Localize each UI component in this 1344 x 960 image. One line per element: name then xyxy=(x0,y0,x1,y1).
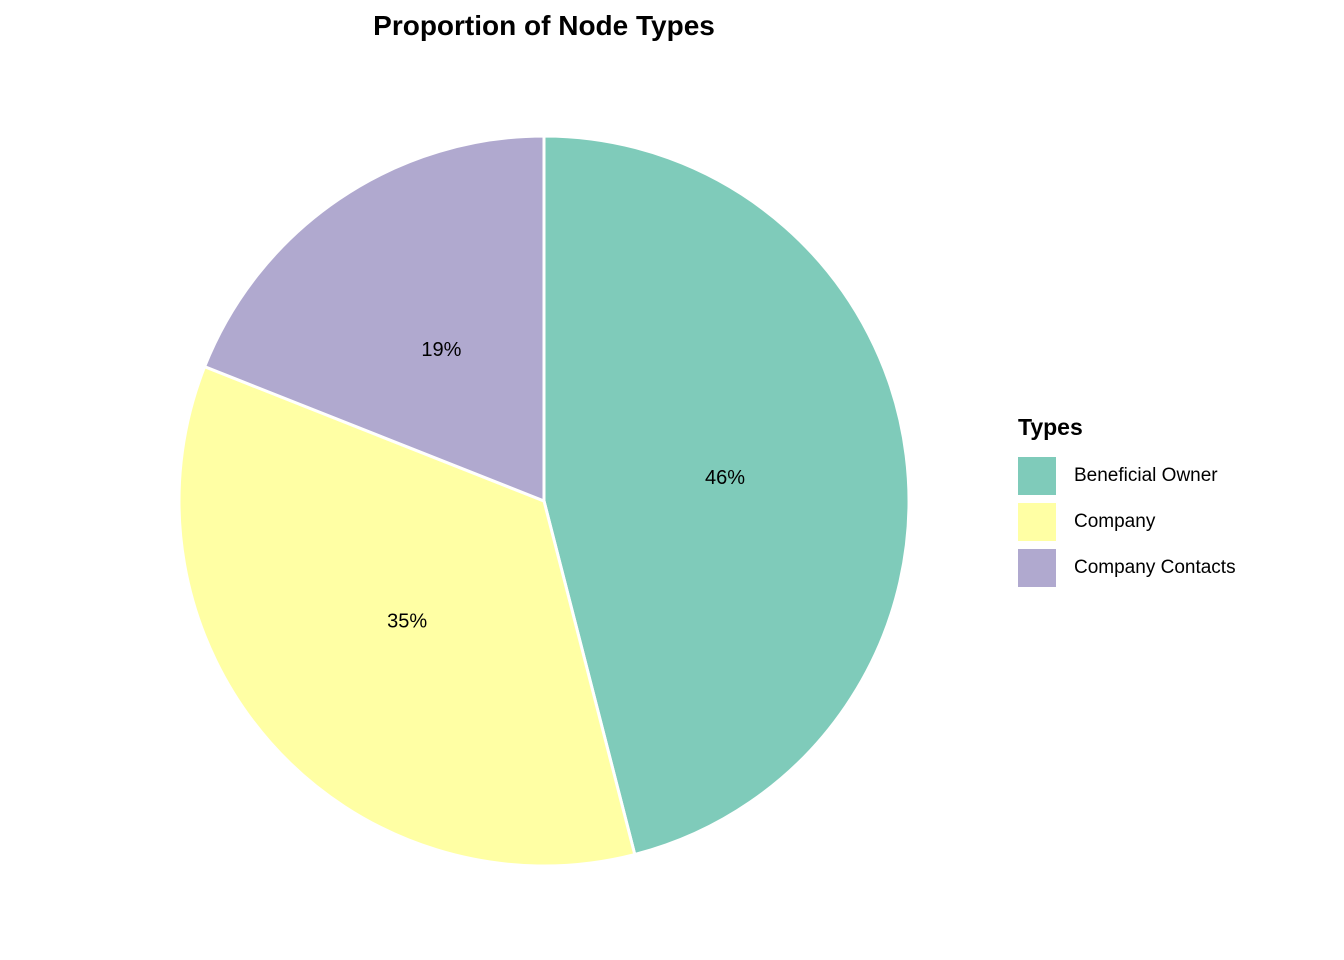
legend: Types Beneficial Owner Company Company C… xyxy=(1018,414,1236,591)
pie-label-beneficial-owner: 46% xyxy=(705,467,745,489)
legend-label-beneficial-owner: Beneficial Owner xyxy=(1074,465,1218,486)
chart-title: Proportion of Node Types xyxy=(373,10,715,41)
legend-label-company-contacts: Company Contacts xyxy=(1074,557,1236,578)
pie-label-company: 35% xyxy=(387,611,427,633)
legend-item-company: Company xyxy=(1018,499,1236,545)
pie-slices xyxy=(177,134,911,868)
pie-slice-company-contacts xyxy=(202,134,546,504)
legend-title: Types xyxy=(1018,414,1083,440)
legend-swatch-beneficial-owner xyxy=(1018,457,1056,495)
pie-slice-company xyxy=(177,364,637,868)
legend-label-company: Company xyxy=(1074,511,1156,532)
legend-item-company-contacts: Company Contacts xyxy=(1018,545,1236,591)
legend-swatch-company-contacts xyxy=(1018,549,1056,587)
pie-labels: 46% 35% 19% xyxy=(387,339,745,633)
legend-item-beneficial-owner: Beneficial Owner xyxy=(1018,453,1236,499)
legend-swatch-company xyxy=(1018,503,1056,541)
pie-label-company-contacts: 19% xyxy=(421,339,461,361)
pie-slice-beneficial-owner xyxy=(542,134,911,857)
